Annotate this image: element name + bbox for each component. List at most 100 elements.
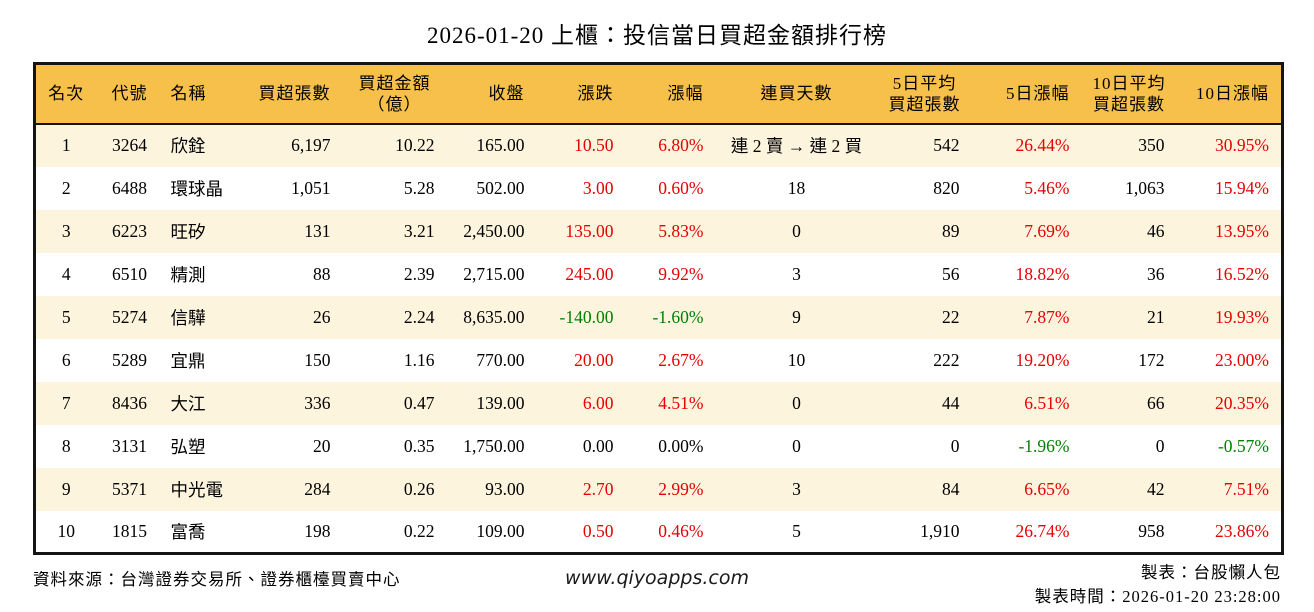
cell-close: 93.00 (485, 478, 525, 499)
cell-rank: 8 (61, 435, 71, 456)
cell-change: 3.00 (582, 177, 614, 198)
cell-net-buy-amt: 3.21 (403, 220, 435, 241)
cell-code: 8436 (112, 392, 147, 413)
cell-pct-10d: 20.35% (1215, 392, 1269, 413)
cell-rank: 9 (61, 478, 71, 499)
cell-net-buy-lots: 1,051 (291, 177, 331, 198)
maker-text: 製表：台股懶人包 (1141, 563, 1281, 582)
cell-name: 欣銓 (170, 136, 206, 156)
cell-avg5-lots: 89 (942, 220, 960, 241)
cell-pct-5d: 7.69% (1024, 220, 1070, 241)
cell-streak-days: 0 (792, 435, 801, 456)
cell-code: 5371 (112, 478, 147, 499)
col-header-net-buy-lots: 買超張數 (250, 63, 343, 125)
cell-net-buy-lots: 131 (304, 220, 331, 241)
cell-rank: 5 (61, 306, 71, 327)
cell-change-pct: 2.99% (658, 478, 704, 499)
cell-code: 3264 (112, 135, 147, 155)
cell-close: 502.00 (476, 177, 525, 198)
cell-close: 1,750.00 (463, 435, 525, 456)
cell-avg10-lots: 46 (1147, 220, 1165, 241)
cell-change-pct: 4.51% (658, 392, 704, 413)
table-body: 1 3264 欣銓 6,197 10.22 165.00 10.50 6.80% 連 2 賣 →… (34, 123, 1283, 554)
cell-rank: 3 (61, 220, 71, 241)
cell-change: 245.00 (565, 263, 614, 284)
cell-net-buy-lots: 20 (313, 435, 331, 456)
cell-rank: 2 (61, 177, 71, 198)
cell-change: 6.00 (582, 392, 614, 413)
cell-pct-5d: -1.96% (1018, 435, 1070, 456)
cell-close: 139.00 (476, 392, 525, 413)
cell-net-buy-lots: 88 (313, 263, 331, 284)
cell-pct-5d: 18.82% (1015, 263, 1070, 284)
cell-streak-days: 3 (792, 263, 801, 284)
cell-avg5-lots: 222 (933, 349, 960, 370)
cell-avg5-lots: 0 (950, 435, 960, 456)
cell-rank: 7 (61, 392, 71, 413)
table-row: 9 5371 中光電 284 0.26 93.00 2.70 2.99% 3 84 6.65% 42 7… (34, 467, 1283, 511)
table-header: 名次 代號 名稱 買超張數 買超金額 （億） 收盤 漲跌 漲幅 連買天數 5日平均 買超張數 5日漲… (34, 63, 1283, 125)
table-row: 2 6488 環球晶 1,051 5.28 502.00 3.00 0.60% 18 820 5.4… (34, 166, 1283, 210)
cell-name: 精測 (170, 264, 206, 285)
cell-pct-10d: 30.95% (1215, 135, 1269, 155)
col-header-code: 代號 (96, 63, 163, 125)
cell-close: 770.00 (476, 349, 525, 370)
data-source-text: 資料來源：台灣證券交易所、證券櫃檯買賣中心 (33, 570, 401, 589)
cell-rank: 10 (57, 520, 76, 541)
cell-avg10-lots: 172 (1138, 349, 1165, 370)
cell-streak-days: 5 (792, 520, 801, 541)
cell-pct-10d: 16.52% (1215, 263, 1269, 284)
credits-block: 製表：台股懶人包 製表時間：2026-01-20 23:28:00 (749, 561, 1281, 609)
table-row: 6 5289 宜鼎 150 1.16 770.00 20.00 2.67% 10 222 19.20… (34, 338, 1283, 382)
cell-name: 旺矽 (170, 221, 206, 242)
cell-net-buy-lots: 336 (304, 392, 331, 413)
cell-code: 6510 (112, 263, 147, 284)
col-header-change-pct: 漲幅 (625, 63, 716, 125)
ranking-table: 名次 代號 名稱 買超張數 買超金額 （億） 收盤 漲跌 漲幅 連買天數 5日平均 買超張數 5日漲… (33, 62, 1284, 555)
cell-change: 135.00 (565, 220, 614, 241)
cell-avg5-lots: 542 (933, 135, 960, 155)
cell-name: 環球晶 (170, 178, 224, 199)
website-link[interactable]: www.qiyoapps.com (565, 567, 749, 589)
cell-net-buy-amt: 0.22 (403, 520, 435, 541)
cell-change-pct: 0.00% (658, 435, 704, 456)
cell-code: 5274 (112, 306, 147, 327)
cell-change: -140.00 (559, 306, 614, 327)
cell-pct-10d: -0.57% (1217, 435, 1269, 456)
cell-avg5-lots: 1,910 (920, 520, 960, 541)
cell-pct-10d: 19.93% (1215, 306, 1269, 327)
cell-pct-5d: 6.51% (1024, 392, 1070, 413)
cell-pct-5d: 26.74% (1015, 520, 1070, 541)
cell-net-buy-lots: 284 (304, 478, 331, 499)
cell-close: 165.00 (476, 135, 525, 155)
cell-change-pct: 9.92% (658, 263, 704, 284)
cell-name: 中光電 (170, 479, 224, 500)
cell-net-buy-amt: 5.28 (403, 177, 435, 198)
cell-avg10-lots: 36 (1147, 263, 1165, 284)
cell-avg10-lots: 21 (1147, 306, 1165, 327)
made-time-text: 製表時間：2026-01-20 23:28:00 (1034, 586, 1281, 606)
cell-pct-5d: 19.20% (1015, 349, 1070, 370)
cell-streak-days: 0 (792, 220, 801, 241)
cell-change-pct: -1.60% (652, 306, 704, 327)
col-header-streak-days: 連買天數 (715, 63, 878, 125)
cell-pct-10d: 23.86% (1215, 520, 1269, 541)
cell-streak-days: 9 (792, 306, 801, 327)
cell-code: 6488 (112, 177, 147, 198)
cell-streak-days: 18 (787, 177, 806, 198)
cell-net-buy-amt: 10.22 (395, 135, 435, 155)
cell-code: 3131 (112, 435, 147, 456)
cell-name: 宜鼎 (170, 350, 206, 371)
col-header-avg5-lots: 5日平均 買超張數 (877, 63, 972, 125)
cell-name: 弘塑 (170, 436, 206, 457)
cell-streak-days: 0 (792, 392, 801, 413)
col-header-pct-10d: 10日漲幅 (1176, 63, 1283, 125)
cell-streak-days: 3 (792, 478, 801, 499)
footer: 資料來源：台灣證券交易所、證券櫃檯買賣中心 www.qiyoapps.com 製… (33, 561, 1281, 609)
cell-pct-10d: 15.94% (1215, 177, 1269, 198)
cell-close: 2,450.00 (463, 220, 525, 241)
cell-change: 20.00 (574, 349, 614, 370)
table-row: 10 1815 富喬 198 0.22 109.00 0.50 0.46% 5 1,910 26.7… (34, 510, 1283, 554)
cell-name: 富喬 (170, 521, 206, 542)
table-row: 8 3131 弘塑 20 0.35 1,750.00 0.00 0.00% 0 0 -1.96% 0 -… (34, 424, 1283, 468)
